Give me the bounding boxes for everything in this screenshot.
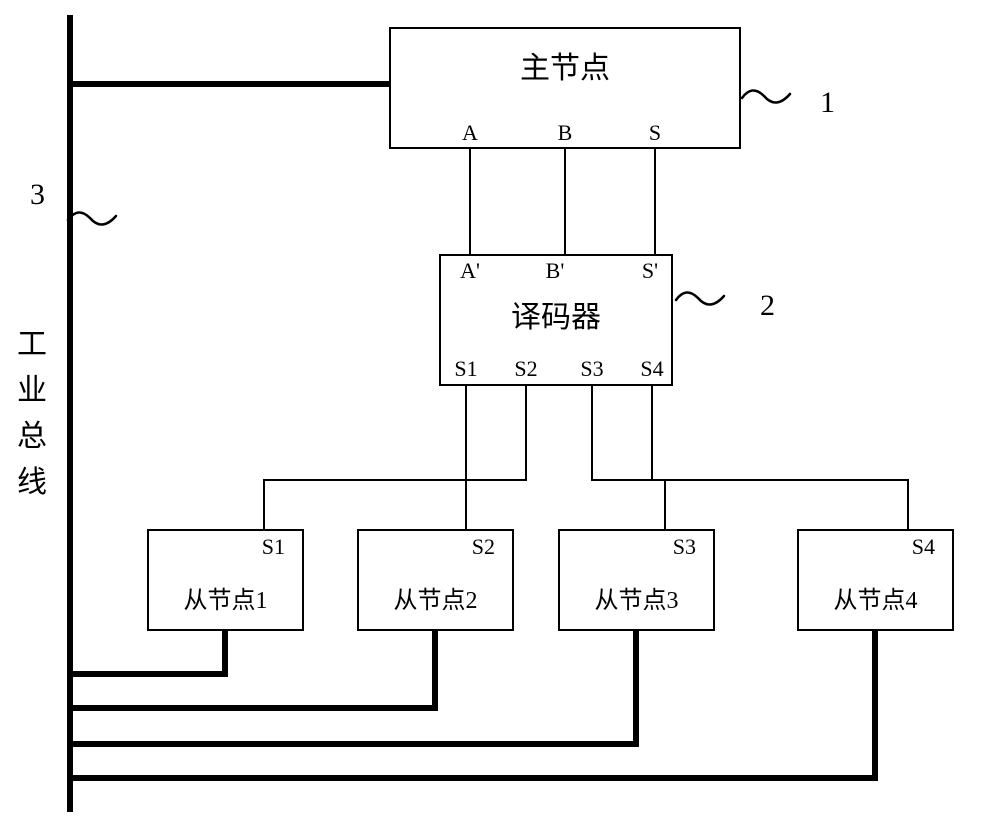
master-node-title: 主节点 [520, 52, 610, 85]
decoder-port-s: S' [642, 258, 658, 283]
decoder-out-s2: S2 [514, 356, 537, 381]
bus-label-char: 总 [17, 420, 47, 453]
slave-2-title: 从节点2 [394, 587, 478, 614]
bus-label-char: 工 [17, 328, 47, 361]
decoder-port-a: A' [460, 258, 480, 283]
decoder-out-s4: S4 [640, 356, 663, 381]
refmark-2-wave [676, 292, 724, 304]
bus-label-char: 业 [17, 374, 47, 407]
slave-4-title: 从节点4 [834, 587, 918, 614]
bus-label-char: 线 [17, 466, 47, 499]
decoder-out-s1: S1 [454, 356, 477, 381]
slave-3-port: S3 [673, 534, 696, 559]
decoder-to-slave-3 [592, 385, 665, 530]
decoder-title: 译码器 [511, 301, 601, 334]
slave-2-to-bus [70, 630, 435, 708]
slave-1-title: 从节点1 [184, 587, 268, 614]
refmark-3-wave [68, 212, 116, 224]
decoder-out-s3: S3 [580, 356, 603, 381]
slave-4-to-bus [70, 630, 875, 778]
slave-1-port: S1 [262, 534, 285, 559]
refnum-1: 1 [820, 86, 835, 119]
master-port-b: B [558, 120, 573, 145]
decoder-port-b: B' [546, 258, 565, 283]
decoder-to-slave-1 [264, 385, 466, 530]
refnum-2: 2 [760, 289, 775, 322]
slave-2-port: S2 [472, 534, 495, 559]
master-port-s: S [649, 120, 661, 145]
slave-3-to-bus [70, 630, 636, 744]
slave-3-title: 从节点3 [595, 587, 679, 614]
decoder-to-slave-2 [466, 385, 526, 530]
refnum-3: 3 [30, 178, 45, 211]
decoder-to-slave-4 [652, 385, 908, 530]
refmark-1-wave [742, 90, 790, 102]
slave-4-port: S4 [912, 534, 935, 559]
slave-1-to-bus [70, 630, 225, 674]
master-port-a: A [462, 120, 478, 145]
